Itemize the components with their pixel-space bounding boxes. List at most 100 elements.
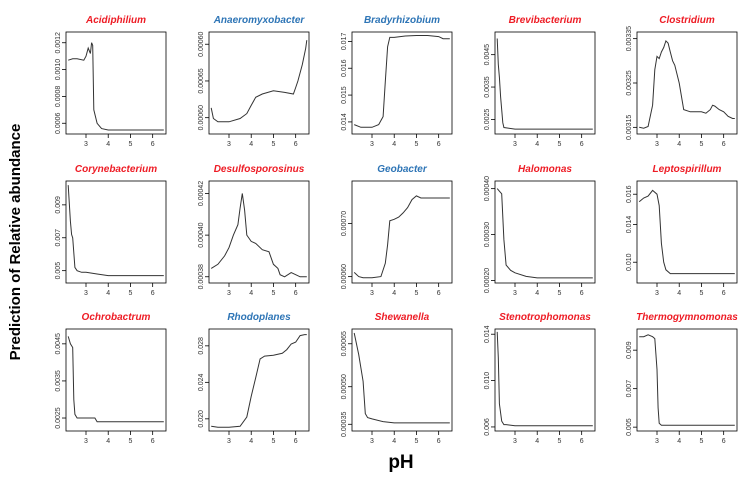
y-tick-label: 0.005 bbox=[55, 262, 62, 280]
panel-title: Stenotrophomonas bbox=[499, 312, 591, 323]
y-tick-label: 0.005 bbox=[626, 418, 633, 436]
plot-frame bbox=[65, 180, 167, 284]
x-tick-label: 4 bbox=[677, 438, 681, 445]
y-tick-label: 0.00035 bbox=[341, 412, 348, 437]
x-tick-label: 3 bbox=[513, 141, 517, 148]
y-tick-label: 0.016 bbox=[341, 59, 348, 77]
panel-title: Corynebacterium bbox=[75, 164, 157, 175]
y-tick-label: 0.00060 bbox=[198, 31, 205, 56]
plot-frame bbox=[208, 31, 310, 135]
y-tick-label: 0.00070 bbox=[341, 211, 348, 236]
y-tick-label: 0.00020 bbox=[484, 268, 491, 293]
y-tick-label: 0.00065 bbox=[198, 68, 205, 93]
x-tick-label: 6 bbox=[437, 438, 441, 445]
panel-desulfosporosinus: Desulfosporosinus 3 4 5 6 0.00038 0.00040 0.000… bbox=[198, 164, 310, 297]
panel-stenotrophomonas: Stenotrophomonas 3 4 5 6 0.006 0.010 0.014 bbox=[484, 312, 596, 445]
x-tick-label: 6 bbox=[580, 438, 584, 445]
series-line-halomonas bbox=[496, 188, 593, 279]
x-tick-label: 4 bbox=[535, 438, 539, 445]
y-tick-label: 0.0045 bbox=[484, 44, 491, 66]
y-tick-label: 0.0025 bbox=[55, 407, 62, 429]
x-tick-label: 4 bbox=[106, 141, 110, 148]
x-tick-label: 6 bbox=[437, 141, 441, 148]
panel-shewanella: Shewanella 3 4 5 6 0.00035 0.00050 0.00065 bbox=[341, 312, 453, 445]
x-tick-label: 6 bbox=[294, 141, 298, 148]
plot-frame bbox=[351, 180, 453, 284]
y-tick-label: 0.00325 bbox=[626, 70, 633, 95]
panel-thermogymnomonas: Thermogymnomonas 3 4 5 6 0.005 0.007 0.009 bbox=[626, 312, 738, 445]
x-tick-label: 3 bbox=[370, 141, 374, 148]
y-tick-label: 0.028 bbox=[198, 337, 205, 355]
x-tick-label: 4 bbox=[677, 290, 681, 297]
x-tick-label: 4 bbox=[535, 141, 539, 148]
series-line-bradyrhizobium bbox=[354, 35, 450, 128]
panel-bradyrhizobium: Bradyrhizobium 3 4 5 6 0.014 0.015 0.016 0.017 bbox=[341, 15, 453, 148]
plot-frame bbox=[351, 31, 453, 135]
x-tick-label: 6 bbox=[151, 438, 155, 445]
y-axis-label: Prediction of Relative abundance bbox=[7, 124, 24, 361]
x-tick-label: 4 bbox=[392, 290, 396, 297]
panel-halomonas: Halomonas 3 4 5 6 0.00020 0.00030 0.00040 bbox=[484, 164, 596, 297]
y-tick-label: 0.00040 bbox=[484, 176, 491, 201]
x-tick-label: 3 bbox=[84, 290, 88, 297]
plot-frame bbox=[494, 31, 596, 135]
y-tick-label: 0.024 bbox=[198, 373, 205, 391]
y-tick-label: 0.0035 bbox=[484, 76, 491, 98]
x-tick-label: 3 bbox=[227, 438, 231, 445]
panels-grid: Acidiphilium 3 4 5 6 0.0006 0.0008 0.0010 0.0012… bbox=[55, 15, 738, 445]
y-tick-label: 0.010 bbox=[626, 253, 633, 271]
panel-ochrobactrum: Ochrobactrum 3 4 5 6 0.0025 0.0035 0.0045 bbox=[55, 312, 167, 445]
x-tick-label: 6 bbox=[722, 290, 726, 297]
y-tick-label: 0.0008 bbox=[55, 86, 62, 108]
x-tick-label: 5 bbox=[414, 290, 418, 297]
y-tick-label: 0.014 bbox=[484, 325, 491, 343]
x-tick-label: 4 bbox=[249, 438, 253, 445]
x-tick-label: 5 bbox=[557, 141, 561, 148]
x-tick-label: 3 bbox=[370, 290, 374, 297]
x-tick-label: 5 bbox=[699, 290, 703, 297]
series-line-rhodoplanes bbox=[211, 334, 307, 428]
plot-frame bbox=[65, 328, 167, 432]
y-tick-label: 0.009 bbox=[626, 341, 633, 359]
y-tick-label: 0.00038 bbox=[198, 264, 205, 289]
panel-title: Rhodoplanes bbox=[227, 312, 291, 323]
x-tick-label: 3 bbox=[370, 438, 374, 445]
x-axis-label: pH bbox=[388, 452, 413, 473]
series-line-leptospirillum bbox=[638, 189, 735, 275]
y-tick-label: 0.020 bbox=[198, 410, 205, 428]
y-tick-label: 0.00050 bbox=[341, 374, 348, 399]
panel-title: Desulfosporosinus bbox=[214, 164, 305, 175]
x-tick-label: 6 bbox=[722, 438, 726, 445]
x-tick-label: 6 bbox=[294, 290, 298, 297]
y-tick-label: 0.00030 bbox=[484, 222, 491, 247]
x-tick-label: 4 bbox=[677, 141, 681, 148]
y-tick-label: 0.010 bbox=[484, 372, 491, 390]
y-tick-label: 0.007 bbox=[55, 229, 62, 247]
y-tick-label: 0.00060 bbox=[341, 264, 348, 289]
series-line-stenotrophomonas bbox=[496, 331, 593, 427]
x-tick-label: 3 bbox=[655, 290, 659, 297]
y-tick-label: 0.015 bbox=[341, 86, 348, 104]
y-tick-label: 0.006 bbox=[484, 418, 491, 436]
panel-title: Clostridium bbox=[659, 15, 715, 26]
x-tick-label: 3 bbox=[227, 290, 231, 297]
plot-frame bbox=[208, 180, 310, 284]
x-tick-label: 4 bbox=[106, 290, 110, 297]
panel-geobacter: Geobacter 3 4 5 6 0.00060 0.00070 bbox=[341, 164, 453, 297]
plot-frame bbox=[351, 328, 453, 432]
series-line-acidiphilium bbox=[68, 42, 164, 131]
x-tick-label: 5 bbox=[128, 141, 132, 148]
panel-title: Geobacter bbox=[377, 164, 428, 175]
x-tick-label: 5 bbox=[271, 290, 275, 297]
panel-title: Acidiphilium bbox=[85, 15, 146, 26]
y-tick-label: 0.017 bbox=[341, 33, 348, 51]
plot-frame bbox=[636, 180, 738, 284]
panel-corynebacterium: Corynebacterium 3 4 5 6 0.005 0.007 0.009 bbox=[55, 164, 167, 297]
x-tick-label: 5 bbox=[699, 438, 703, 445]
plot-frame bbox=[494, 180, 596, 284]
series-line-ochrobactrum bbox=[67, 336, 164, 423]
y-tick-label: 0.00315 bbox=[626, 115, 633, 140]
x-tick-label: 3 bbox=[513, 438, 517, 445]
x-tick-label: 3 bbox=[655, 438, 659, 445]
